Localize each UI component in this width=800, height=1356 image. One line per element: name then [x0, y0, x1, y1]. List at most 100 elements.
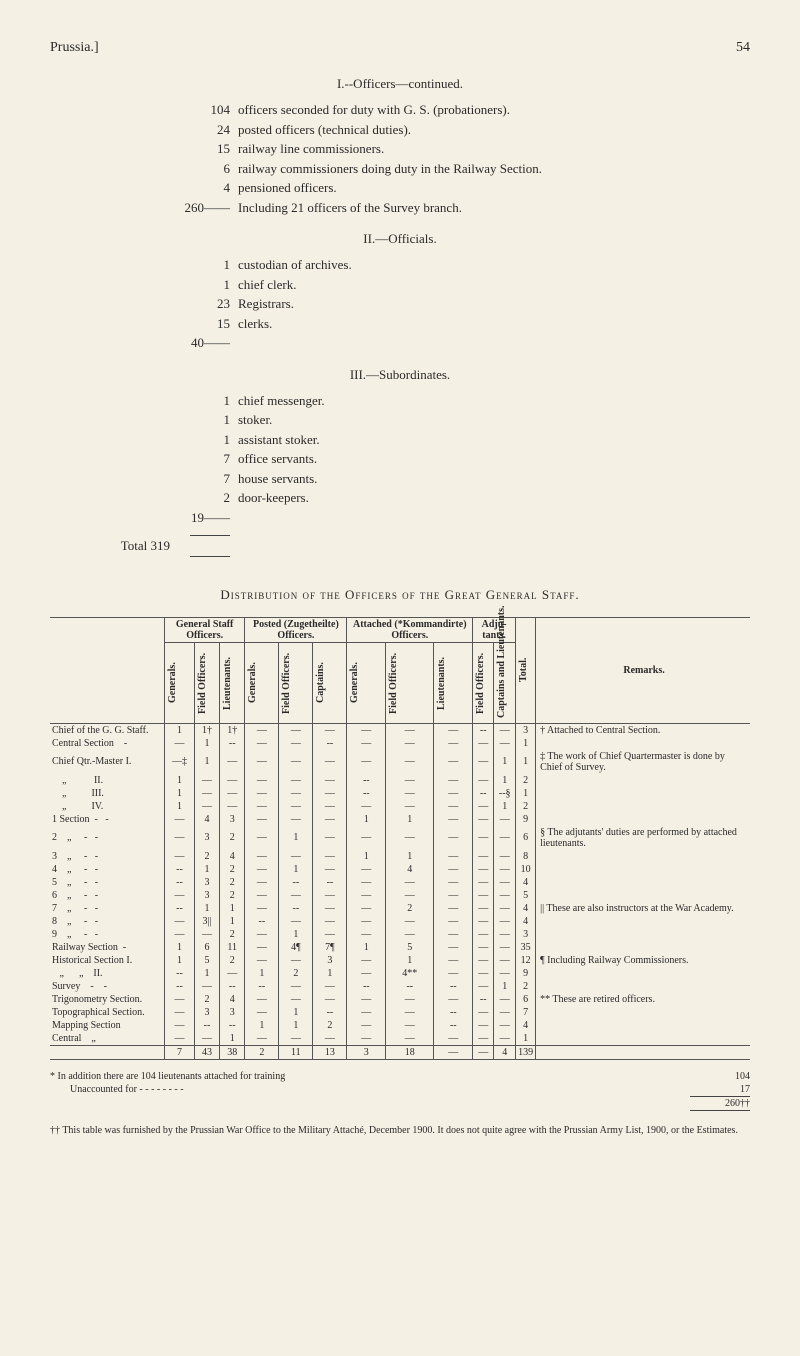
cell: 7¶: [313, 941, 347, 954]
row-label: Trigonometry Section.: [50, 993, 165, 1006]
cell: —: [313, 993, 347, 1006]
row-label: 2 „ - -: [50, 826, 165, 850]
cell: --: [313, 737, 347, 750]
final-footnote: †† This table was furnished by the Pruss…: [50, 1125, 750, 1136]
col-head: Captains.: [315, 644, 326, 722]
cell: —: [347, 863, 386, 876]
table-row: 4 „ - ---12—1——4———10: [50, 863, 750, 876]
cell: 1: [386, 850, 434, 863]
cell: 2: [220, 826, 245, 850]
cell: 4¶: [279, 941, 313, 954]
cell: —: [434, 967, 473, 980]
item-num: 1: [50, 391, 238, 411]
item-text: house servants.: [238, 469, 750, 489]
cell: —: [245, 737, 279, 750]
remarks-cell: [536, 800, 750, 813]
row-label: 8 „ - -: [50, 915, 165, 928]
cell: 2: [386, 902, 434, 915]
col-group: Attached (*Kommandirte) Officers.: [347, 617, 473, 642]
remarks-cell: [536, 1032, 750, 1046]
cell: —: [165, 850, 195, 863]
cell: --: [313, 1006, 347, 1019]
cell: 3: [313, 954, 347, 967]
col-head: Lieutenants.: [222, 644, 233, 722]
cell: --: [347, 774, 386, 787]
cell: 2: [516, 774, 536, 787]
cell: —: [434, 1032, 473, 1046]
table-row: 9 „ - -——2—1——————3: [50, 928, 750, 941]
total-cell: 2: [245, 1045, 279, 1059]
cell: 3||: [194, 915, 219, 928]
cell: 1: [220, 902, 245, 915]
cell: 2: [220, 876, 245, 889]
cell: —: [313, 774, 347, 787]
cell: —: [279, 750, 313, 774]
remarks-cell: [536, 876, 750, 889]
cell: —: [434, 826, 473, 850]
cell: 3: [194, 826, 219, 850]
cell: 1: [347, 941, 386, 954]
item-text: chief clerk.: [238, 275, 750, 295]
cell: —: [194, 787, 219, 800]
cell: 1: [194, 967, 219, 980]
grand-260: 260††: [690, 1096, 750, 1110]
cell: —: [347, 826, 386, 850]
cell: —: [434, 954, 473, 967]
cell: —: [165, 737, 195, 750]
cell: --: [434, 1006, 473, 1019]
item-num: 23: [50, 294, 238, 314]
cell: —: [473, 826, 494, 850]
cell: 5: [386, 941, 434, 954]
remarks-cell: [536, 850, 750, 863]
section1-list: 104officers seconded for duty with G. S.…: [50, 100, 750, 217]
row-label: Railway Section -: [50, 941, 165, 954]
cell: —: [194, 980, 219, 993]
table-row: Topographical Section.—33—1--——--——7: [50, 1006, 750, 1019]
cell: —: [434, 889, 473, 902]
col-group: General Staff Officers.: [165, 617, 245, 642]
cell: —: [165, 889, 195, 902]
cell: —: [434, 915, 473, 928]
cell: 2: [220, 863, 245, 876]
cell: —: [279, 954, 313, 967]
cell: —: [279, 915, 313, 928]
table-row: 1 Section - -—43———11———9: [50, 813, 750, 826]
col-head: Generals.: [349, 644, 360, 722]
cell: —: [473, 928, 494, 941]
cell: --: [220, 980, 245, 993]
cell: 1: [165, 723, 195, 737]
cell: 9: [516, 967, 536, 980]
cell: 3: [220, 813, 245, 826]
cell: 12: [516, 954, 536, 967]
cell: —: [386, 723, 434, 737]
cell: 3: [194, 889, 219, 902]
cell: --: [279, 902, 313, 915]
item-num: 15: [50, 139, 238, 159]
cell: —: [386, 826, 434, 850]
cell: —: [494, 928, 516, 941]
cell: --: [473, 993, 494, 1006]
cell: —: [245, 941, 279, 954]
cell: —: [434, 800, 473, 813]
cell: --: [165, 876, 195, 889]
cell: 2: [194, 993, 219, 1006]
cell: —: [279, 800, 313, 813]
cell: 1: [386, 954, 434, 967]
remarks-cell: ¶ Including Rail­way Commissioners.: [536, 954, 750, 967]
cell: —: [347, 1006, 386, 1019]
grand-total: Total 319: [50, 536, 178, 556]
cell: —: [386, 889, 434, 902]
cell: --: [347, 980, 386, 993]
remarks-cell: [536, 941, 750, 954]
cell: —: [473, 774, 494, 787]
cell: —: [313, 723, 347, 737]
total-cell: 18: [386, 1045, 434, 1059]
remarks-cell: [536, 1019, 750, 1032]
cell: —: [279, 850, 313, 863]
col-head: Field Officers.: [475, 644, 486, 722]
cell: --: [220, 1019, 245, 1032]
row-label: 9 „ - -: [50, 928, 165, 941]
cell: 1: [494, 800, 516, 813]
cell: —: [347, 876, 386, 889]
row-label: „ II.: [50, 774, 165, 787]
